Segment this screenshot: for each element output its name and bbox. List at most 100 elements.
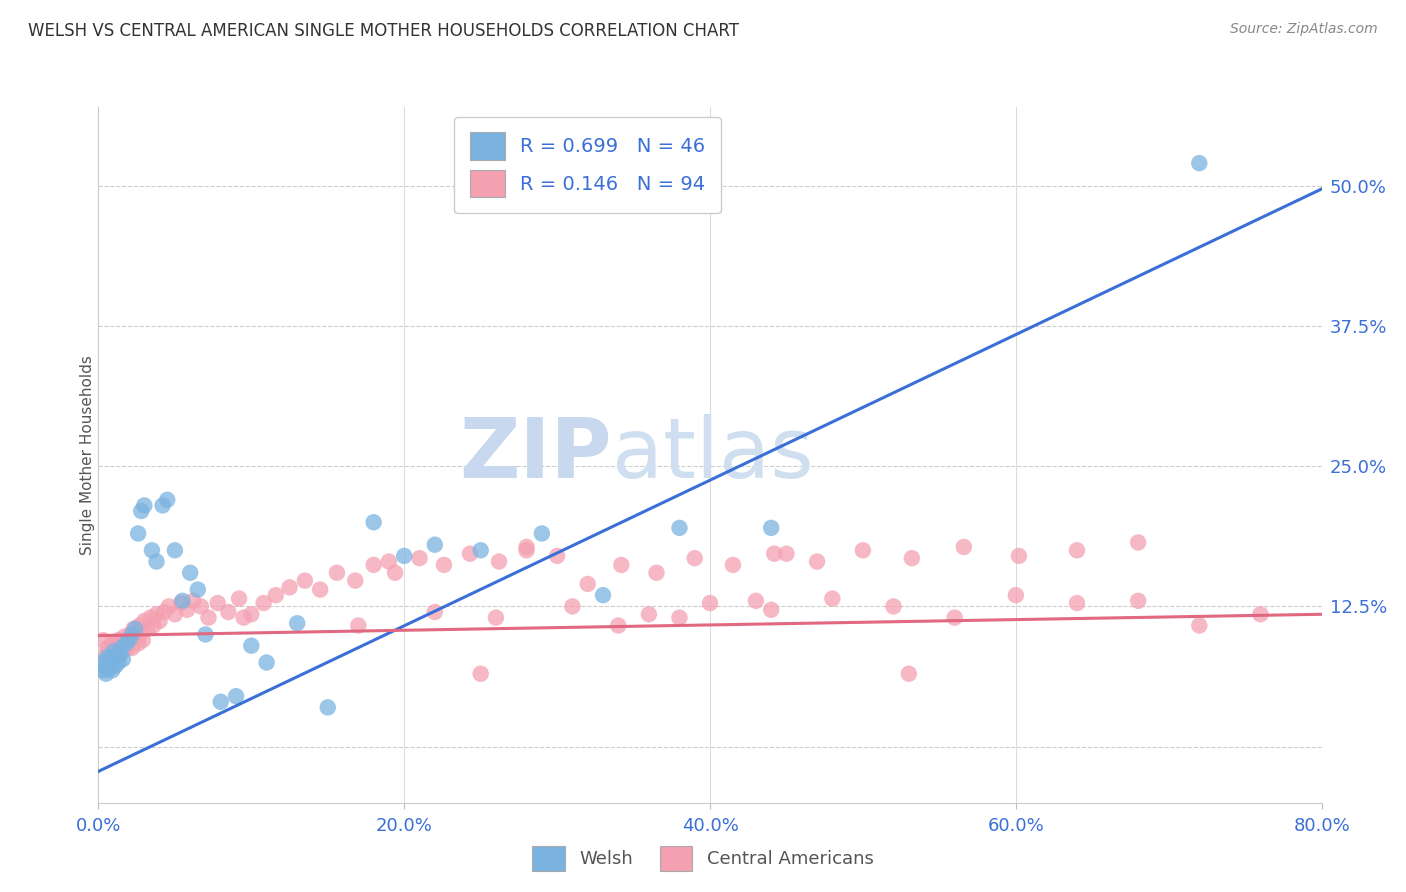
Point bbox=[136, 622, 159, 636]
Point bbox=[363, 558, 385, 572]
Point bbox=[1066, 543, 1088, 558]
Point bbox=[423, 538, 446, 552]
Point bbox=[108, 648, 131, 662]
Point bbox=[94, 666, 117, 681]
Point bbox=[134, 614, 156, 628]
Point bbox=[516, 543, 538, 558]
Point bbox=[683, 551, 706, 566]
Point bbox=[668, 521, 690, 535]
Point bbox=[225, 689, 247, 703]
Point bbox=[118, 633, 141, 648]
Point bbox=[228, 591, 250, 606]
Point bbox=[103, 644, 125, 658]
Point bbox=[93, 659, 115, 673]
Point bbox=[592, 588, 614, 602]
Point bbox=[194, 627, 217, 641]
Point bbox=[97, 649, 120, 664]
Point bbox=[1188, 156, 1211, 170]
Point bbox=[699, 596, 721, 610]
Point bbox=[721, 558, 744, 572]
Point bbox=[118, 633, 141, 648]
Point bbox=[883, 599, 905, 614]
Point bbox=[347, 618, 370, 632]
Point bbox=[91, 664, 114, 678]
Point bbox=[209, 695, 232, 709]
Point bbox=[488, 555, 510, 569]
Point bbox=[127, 636, 149, 650]
Point bbox=[264, 588, 287, 602]
Point bbox=[240, 607, 263, 622]
Point bbox=[108, 640, 131, 655]
Point bbox=[1066, 596, 1088, 610]
Point bbox=[852, 543, 875, 558]
Point bbox=[256, 656, 278, 670]
Point bbox=[294, 574, 316, 588]
Point bbox=[107, 633, 129, 648]
Point bbox=[392, 549, 416, 563]
Point bbox=[187, 582, 209, 597]
Text: atlas: atlas bbox=[612, 415, 814, 495]
Point bbox=[326, 566, 349, 580]
Point bbox=[530, 526, 553, 541]
Point bbox=[775, 547, 797, 561]
Point bbox=[121, 627, 143, 641]
Point bbox=[423, 605, 446, 619]
Point bbox=[117, 640, 139, 655]
Point bbox=[943, 610, 966, 624]
Point bbox=[100, 652, 122, 666]
Point bbox=[458, 547, 481, 561]
Point bbox=[115, 636, 138, 650]
Y-axis label: Single Mother Households: Single Mother Households bbox=[80, 355, 94, 555]
Point bbox=[546, 549, 568, 563]
Point bbox=[806, 555, 828, 569]
Point bbox=[153, 605, 176, 619]
Point bbox=[470, 543, 492, 558]
Point bbox=[91, 633, 114, 648]
Point bbox=[179, 566, 201, 580]
Text: ZIP: ZIP bbox=[460, 415, 612, 495]
Point bbox=[163, 607, 186, 622]
Point bbox=[821, 591, 844, 606]
Point bbox=[384, 566, 406, 580]
Point bbox=[897, 666, 920, 681]
Point bbox=[645, 566, 668, 580]
Point bbox=[149, 614, 172, 628]
Point bbox=[120, 627, 142, 641]
Point bbox=[232, 610, 254, 624]
Point bbox=[104, 639, 127, 653]
Point bbox=[240, 639, 263, 653]
Point bbox=[759, 521, 782, 535]
Point bbox=[111, 644, 134, 658]
Point bbox=[98, 661, 121, 675]
Point bbox=[763, 547, 786, 561]
Point bbox=[128, 618, 150, 632]
Point bbox=[105, 649, 128, 664]
Point bbox=[132, 633, 155, 648]
Point bbox=[134, 499, 156, 513]
Point bbox=[157, 599, 180, 614]
Point bbox=[181, 594, 204, 608]
Point bbox=[90, 656, 112, 670]
Point bbox=[485, 610, 508, 624]
Point bbox=[561, 599, 583, 614]
Point bbox=[285, 616, 308, 631]
Point bbox=[516, 540, 538, 554]
Point bbox=[1008, 549, 1031, 563]
Point bbox=[111, 652, 134, 666]
Point bbox=[378, 555, 401, 569]
Point bbox=[316, 700, 339, 714]
Point bbox=[97, 640, 120, 655]
Point bbox=[105, 649, 128, 664]
Point bbox=[110, 640, 132, 655]
Point bbox=[121, 640, 143, 655]
Point bbox=[101, 664, 124, 678]
Point bbox=[433, 558, 456, 572]
Point bbox=[1128, 535, 1150, 549]
Point bbox=[124, 622, 146, 636]
Point bbox=[1004, 588, 1026, 602]
Point bbox=[127, 526, 149, 541]
Point bbox=[156, 492, 179, 507]
Point bbox=[1128, 594, 1150, 608]
Point bbox=[176, 603, 198, 617]
Point bbox=[110, 636, 132, 650]
